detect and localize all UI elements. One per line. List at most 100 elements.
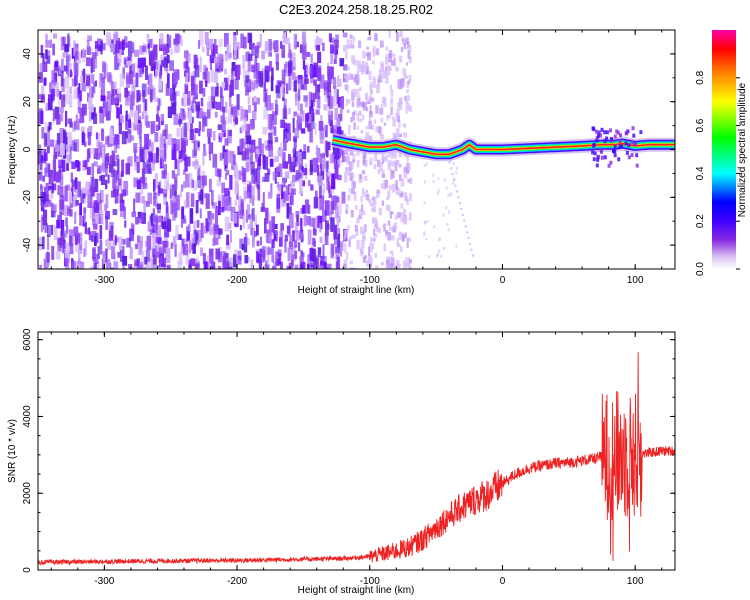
heatmap-cell [365, 53, 370, 57]
heatmap-cell [425, 237, 428, 241]
heatmap-cell [64, 185, 68, 202]
heatmap-cell [356, 239, 360, 250]
heatmap-cell [150, 89, 153, 103]
heatmap-cell [38, 237, 42, 251]
heatmap-cell [74, 235, 78, 245]
heatmap-cell [282, 152, 286, 169]
heatmap-cell [234, 65, 238, 77]
heatmap-cell [106, 96, 111, 113]
heatmap-cell [336, 89, 339, 105]
heatmap-cell [109, 163, 112, 173]
heatmap-cell [370, 262, 373, 267]
heatmap-cell [259, 253, 262, 266]
ridge-speckle [603, 155, 607, 160]
heatmap-cell [206, 255, 210, 269]
heatmap-cell [44, 223, 48, 233]
heatmap-cell [218, 62, 222, 73]
heatmap-cell [94, 214, 99, 225]
heatmap-cell [281, 181, 285, 188]
heatmap-cell [40, 85, 45, 96]
heatmap-cell [141, 111, 145, 120]
heatmap-cell [82, 107, 87, 113]
heatmap-cell [161, 221, 167, 230]
heatmap-cell [141, 66, 145, 73]
heatmap-cell [390, 97, 393, 106]
heatmap-cell [183, 145, 186, 158]
heatmap-cell [345, 209, 348, 214]
heatmap-cell [247, 32, 252, 44]
heatmap-cell [81, 130, 85, 143]
heatmap-cell [204, 32, 209, 45]
heatmap-cell [194, 263, 200, 269]
heatmap-cell [400, 203, 404, 209]
heatmap-cell [154, 96, 158, 102]
heatmap-cell [296, 214, 299, 226]
snr-x-ticks: -300 -200 -100 0 100 [50, 332, 663, 587]
x-tick-label: -100 [360, 275, 380, 286]
heatmap-cell [290, 73, 293, 87]
heatmap-cell [85, 182, 90, 190]
heatmap-cell [101, 146, 105, 161]
heatmap-cell [351, 55, 355, 63]
heatmap-cell [139, 135, 142, 149]
heatmap-cell [317, 164, 320, 176]
heatmap-cell [183, 122, 187, 137]
heatmap-cell [280, 223, 284, 231]
x-tick-label: -200 [227, 275, 247, 286]
heatmap-cell [161, 170, 167, 179]
heatmap-cell [84, 240, 88, 256]
heatmap-cell [185, 248, 190, 265]
heatmap-cell [403, 260, 406, 269]
heatmap-cell [204, 226, 208, 234]
heatmap-cell [121, 239, 126, 245]
heatmap-cell [256, 240, 260, 246]
heatmap-cell [124, 36, 128, 48]
heatmap-cell [319, 265, 324, 269]
heatmap-cell [112, 209, 118, 216]
heatmap-cell [315, 84, 320, 99]
heatmap-cell [56, 133, 61, 148]
heatmap-cell [330, 119, 333, 134]
heatmap-cell [309, 128, 313, 143]
heatmap-cell [275, 251, 279, 266]
heatmap-cell [252, 227, 255, 243]
heatmap-cell [67, 131, 72, 147]
heatmap-cell [305, 51, 311, 57]
heatmap-cell [317, 67, 321, 81]
heatmap-cell [59, 107, 64, 113]
heatmap-cell [197, 167, 200, 180]
heatmap-cell [185, 156, 191, 167]
heatmap-cell [309, 110, 313, 124]
heatmap-cell [166, 54, 170, 64]
heatmap-cell [53, 147, 58, 159]
heatmap-cell [335, 246, 340, 254]
heatmap-cell [345, 229, 349, 233]
heatmap-cell [170, 93, 176, 108]
heatmap-cell [253, 79, 258, 89]
ridge-speckle [591, 150, 595, 155]
heatmap-cell [81, 187, 87, 194]
heatmap-cell [378, 161, 383, 172]
heatmap-cell [352, 36, 355, 43]
heatmap-cell [48, 122, 52, 130]
heatmap-cell [45, 33, 48, 48]
heatmap-cell [247, 214, 252, 220]
heatmap-cell [315, 190, 318, 202]
heatmap-cell [185, 72, 188, 86]
heatmap-cell [376, 48, 380, 56]
heatmap-cell [250, 42, 255, 49]
heatmap-cell [96, 133, 101, 148]
heatmap-cell [437, 191, 440, 195]
heatmap-cell [84, 222, 87, 234]
heatmap-cell [235, 105, 240, 116]
heatmap-cell [218, 39, 223, 48]
heatmap-cell [366, 100, 371, 104]
ridge-speckle [603, 139, 607, 144]
heatmap-cell [164, 179, 167, 194]
heatmap-cell [160, 133, 164, 149]
heatmap-cell [163, 151, 167, 162]
heatmap-cell [242, 68, 246, 81]
heatmap-cell [50, 189, 54, 199]
heatmap-cell [127, 133, 131, 144]
heatmap-cell [86, 57, 91, 67]
